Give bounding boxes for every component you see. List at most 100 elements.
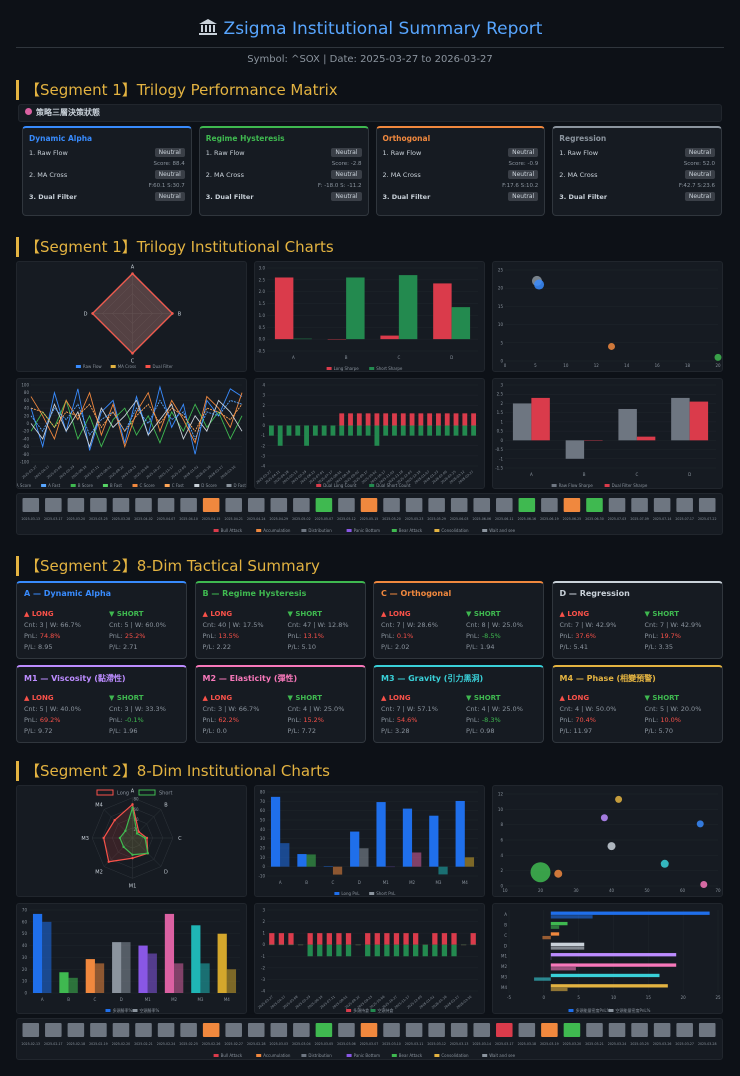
date-label: 2025-03-10 (382, 1042, 401, 1046)
bar (365, 425, 371, 436)
y-tick-label: 20 (260, 846, 266, 851)
legend-label: Panic Bottom (354, 1053, 381, 1058)
profit-factor: P/L: 8.95 (24, 643, 53, 651)
radar-axis-label: C (178, 836, 182, 842)
y-tick-label: D (504, 943, 507, 948)
dim-card-title: C — Orthogonal (381, 589, 452, 598)
date-label: 2025-03-20 (563, 1042, 582, 1046)
report-header: Zsigma Institutional Summary Report Symb… (16, 14, 724, 65)
regime-cell (473, 498, 491, 512)
bar (393, 944, 400, 957)
count-winrate: Cnt: 5 | W: 20.0% (644, 705, 702, 713)
bar (550, 946, 585, 950)
pnl-value: 13.5% (218, 632, 239, 640)
regime-timeline-1: 2025-03-13 2025-03-17 2025-03-20 2025-03-25… (16, 493, 723, 535)
pnl-prefix: PnL: (644, 632, 661, 640)
regime-cell (450, 1023, 468, 1037)
pnl-prefix: PnL: (24, 716, 40, 724)
legend-swatch (164, 484, 170, 487)
date-label: 2025-03-28 (698, 1042, 717, 1046)
matrix-row: 2. MA Cross Neutral (383, 170, 539, 181)
date-label: 2025-03-21 (585, 1042, 604, 1046)
regime-cell (293, 1023, 310, 1037)
date-label: 2025-05-15 (360, 517, 379, 521)
scatter-point (608, 342, 615, 350)
matrix-row: 1. Raw Flow Neutral (206, 148, 362, 159)
date-label: 2025-03-06 (337, 1042, 356, 1046)
y-tick-label: -1.5 (495, 466, 503, 471)
bar (413, 933, 419, 945)
y-tick-label: 4 (262, 383, 265, 388)
profit-factor: P/L: 1.94 (466, 643, 495, 651)
regime-cell (586, 1023, 603, 1037)
x-tick-label: A (41, 997, 44, 1002)
x-tick-label: 70 (715, 888, 721, 893)
regime-cell (180, 1023, 197, 1037)
date-label: 2025-03-19 (540, 1042, 559, 1046)
long-label: ▲ LONG (24, 694, 54, 702)
legend-swatch (334, 892, 340, 895)
status-badge: Neutral (331, 148, 362, 157)
scatter-point (600, 814, 608, 822)
regime-cell (45, 498, 62, 512)
date-label: 2025-02-28 (247, 1042, 266, 1046)
count-winrate: Cnt: 8 | W: 25.0% (466, 621, 523, 629)
dim-card-title: M3 — Gravity (引力黑洞) (381, 674, 484, 683)
profit-factor: P/L: 3.28 (381, 727, 410, 735)
x-tick-label: B (345, 355, 348, 360)
bar (550, 942, 585, 947)
y-tick-label: 40 (24, 406, 30, 411)
date-label: 2025-02-20 (112, 1042, 131, 1046)
regime-cell (135, 498, 152, 512)
pnl-value: 19.7% (660, 632, 681, 640)
regime-cell (608, 498, 626, 512)
dim-card: M3 — Gravity (引力黑洞) ▲ LONG Cnt: 7 | W: 57.… (373, 665, 544, 743)
x-tick-label: C (332, 880, 335, 885)
legend-swatch (326, 367, 332, 370)
short-column: ▼ SHORT Cnt: 3 | W: 33.3% PnL: -0.1% P/L: 1… (109, 693, 189, 737)
y-tick-label: 10 (498, 807, 504, 812)
pnl-prefix: PnL: (109, 632, 125, 640)
bar-chart-sharpe: 3.0 2.5 2.0 1.5 1.0 0.5 0.0 -0.5 A B C D Long Sharpe… (254, 261, 485, 372)
legend-swatch (194, 484, 200, 487)
radar-point (118, 836, 122, 840)
dim-card-title: M4 — Phase (相變預警) (559, 674, 656, 683)
radar-axis-label: C (131, 358, 135, 364)
legend-label: Dual Filter Sharpe (612, 483, 648, 488)
scatter-point (714, 353, 722, 361)
dim-card: B — Regime Hysteresis ▲ LONG Cnt: 40 | W: … (194, 581, 366, 659)
bar (332, 866, 343, 875)
bar (531, 397, 550, 441)
pnl-line: PnL: 15.2% (288, 715, 368, 726)
bar (321, 425, 327, 436)
pnl-line: PnL: 54.6% (381, 715, 461, 726)
bar (270, 796, 281, 867)
regime-cell (698, 498, 716, 512)
pnl-line: PnL: 37.6% (560, 631, 640, 642)
y-tick-label: 4 (500, 853, 503, 858)
y-tick-label: -1 (261, 954, 265, 959)
y-tick-label: 2 (500, 868, 503, 873)
status-badge: Neutral (508, 170, 539, 179)
regime-cell (631, 498, 648, 512)
date-label: 2025-03-17 (495, 1042, 514, 1046)
long-label: ▲ LONG (559, 610, 590, 618)
spacer (559, 203, 715, 207)
date-label: 2025-03-28 (112, 517, 131, 521)
y-tick-label: 2 (262, 919, 265, 924)
status-badge: Neutral (154, 148, 185, 157)
legend-label: D Fast (234, 483, 247, 488)
bar (436, 425, 441, 436)
bar (384, 944, 390, 957)
matrix-card-title: Regime Hysteresis (205, 134, 285, 143)
bar (376, 802, 386, 867)
radar-axis-label: M1 (129, 883, 137, 889)
x-tick-label: 0 (504, 363, 507, 368)
date-label: 2025-03-26 (653, 1042, 672, 1046)
pnl-prefix: PnL: (559, 716, 576, 724)
date-label: 2025-03-14 (472, 1042, 491, 1046)
x-tick-label: 50 (644, 888, 650, 893)
x-tick-label: 14 (624, 363, 630, 368)
short-label: ▼ SHORT (466, 694, 501, 702)
legend-swatch (145, 365, 151, 368)
